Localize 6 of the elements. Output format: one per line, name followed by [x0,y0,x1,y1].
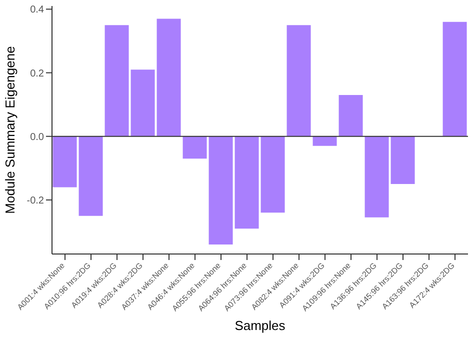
y-axis-title: Module Summary Eigengene [2,46,18,214]
x-axis-title: Samples [234,318,286,333]
y-tick-label: 0.2 [30,68,44,80]
y-tick-label: 0.0 [30,132,44,143]
y-tick-label: 0.4 [30,4,44,16]
y-tick-label: -0.2 [26,196,44,206]
